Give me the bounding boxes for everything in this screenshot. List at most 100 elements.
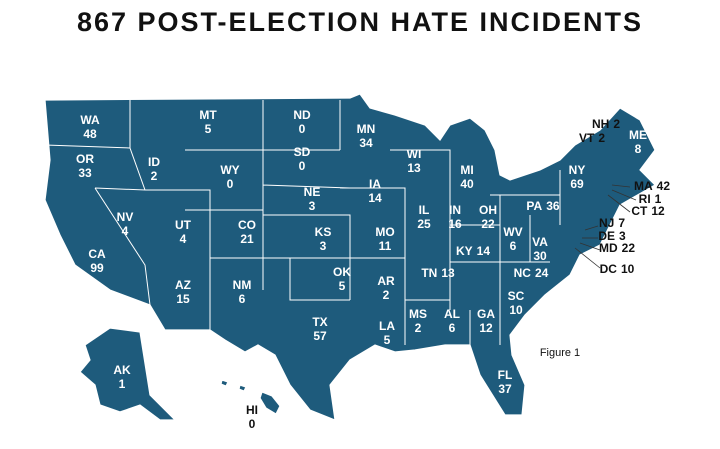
- state-count: 3: [309, 199, 316, 213]
- state-abbr: WV: [503, 225, 522, 239]
- state-abbr: AZ: [175, 278, 191, 292]
- state-count: 42: [657, 179, 671, 193]
- state-count: 12: [479, 321, 493, 335]
- state-count: 1: [119, 377, 126, 391]
- state-count: 5: [339, 279, 346, 293]
- state-abbr: VA: [532, 235, 548, 249]
- state-label: PA 36: [526, 199, 559, 213]
- state-count: 5: [384, 333, 391, 347]
- leader-line: [611, 184, 631, 188]
- state-count: 15: [176, 292, 190, 306]
- state-abbr: VT: [579, 131, 595, 145]
- state-count: 2: [613, 117, 620, 131]
- state-label: MA 42: [634, 179, 670, 193]
- state-abbr: LA: [379, 319, 395, 333]
- state-abbr: DE: [598, 229, 615, 243]
- state-abbr: ME: [629, 128, 647, 142]
- state-count: 3: [619, 229, 626, 243]
- state-abbr: WA: [80, 113, 100, 127]
- state-count: 2: [151, 169, 158, 183]
- state-label: NH 2: [592, 117, 620, 131]
- map-title: 867 POST-ELECTION HATE INCIDENTS: [77, 7, 643, 37]
- state-count: 48: [83, 127, 97, 141]
- state-label: KY 14: [456, 244, 490, 258]
- state-abbr: WI: [407, 147, 422, 161]
- state-count: 10: [621, 262, 635, 276]
- state-abbr: ID: [148, 155, 160, 169]
- state-count: 34: [359, 136, 373, 150]
- state-count: 22: [622, 241, 636, 255]
- state-abbr: NV: [117, 210, 134, 224]
- state-count: 36: [546, 199, 560, 213]
- state-abbr: UT: [175, 218, 192, 232]
- state-count: 2: [383, 288, 390, 302]
- state-abbr: SD: [294, 145, 311, 159]
- state-abbr: MT: [199, 108, 217, 122]
- us-map: Figure 1: [44, 93, 656, 421]
- state-label: DC 10: [600, 262, 635, 276]
- state-count: 10: [509, 303, 523, 317]
- state-abbr: DC: [600, 262, 618, 276]
- state-abbr: IL: [419, 203, 430, 217]
- state-count: 7: [618, 216, 625, 230]
- state-abbr: CA: [88, 247, 106, 261]
- state-abbr: IA: [369, 177, 381, 191]
- state-abbr: NM: [233, 278, 252, 292]
- state-abbr: MO: [375, 225, 394, 239]
- state-abbr: NE: [304, 185, 321, 199]
- state-count: 14: [368, 191, 382, 205]
- alaska: [79, 327, 177, 421]
- state-abbr: AK: [113, 363, 131, 377]
- state-count: 3: [320, 239, 327, 253]
- state-abbr: CO: [238, 218, 256, 232]
- state-count: 25: [417, 217, 431, 231]
- leader-line: [574, 247, 601, 269]
- state-abbr: FL: [498, 368, 513, 382]
- state-abbr: SC: [508, 289, 525, 303]
- state-abbr: ND: [293, 108, 311, 122]
- state-label: MD 22: [599, 241, 635, 255]
- state-abbr: MA: [634, 179, 653, 193]
- state-label: VT 2: [579, 131, 605, 145]
- state-abbr: MD: [599, 241, 618, 255]
- state-count: 8: [635, 142, 642, 156]
- state-count: 11: [379, 239, 392, 253]
- state-label: RI 1: [639, 192, 662, 206]
- state-abbr: PA: [526, 199, 542, 213]
- state-count: 12: [651, 204, 665, 218]
- state-abbr: NH: [592, 117, 609, 131]
- state-count: 0: [249, 417, 256, 431]
- state-abbr: RI: [639, 192, 651, 206]
- leader-line: [579, 242, 601, 251]
- state-count: 6: [449, 321, 456, 335]
- state-count: 13: [441, 266, 455, 280]
- state-count: 37: [498, 382, 512, 396]
- leader-line: [584, 225, 599, 231]
- state-abbr: KY: [456, 244, 473, 258]
- state-abbr: TN: [421, 266, 437, 280]
- state-label: DE 3: [598, 229, 626, 243]
- state-count: 16: [448, 217, 462, 231]
- state-abbr: AL: [444, 307, 460, 321]
- state-count: 22: [481, 217, 495, 231]
- state-count: 21: [240, 232, 254, 246]
- hawaii: [220, 379, 281, 415]
- state-count: 30: [533, 249, 547, 263]
- state-abbr: CT: [631, 204, 648, 218]
- state-abbr: NY: [569, 163, 586, 177]
- state-abbr: MI: [460, 163, 473, 177]
- state-count: 57: [313, 329, 327, 343]
- state-abbr: WY: [220, 163, 239, 177]
- state-abbr: KS: [315, 225, 332, 239]
- leader-line: [607, 194, 631, 213]
- state-label: TN 13: [421, 266, 455, 280]
- state-count: 6: [239, 292, 246, 306]
- state-abbr: NJ: [599, 216, 614, 230]
- state-abbr: OH: [479, 203, 497, 217]
- state-abbr: IN: [449, 203, 461, 217]
- state-count: 0: [227, 177, 234, 191]
- state-count: 4: [122, 224, 129, 238]
- state-count: 5: [205, 122, 212, 136]
- state-count: 2: [598, 131, 605, 145]
